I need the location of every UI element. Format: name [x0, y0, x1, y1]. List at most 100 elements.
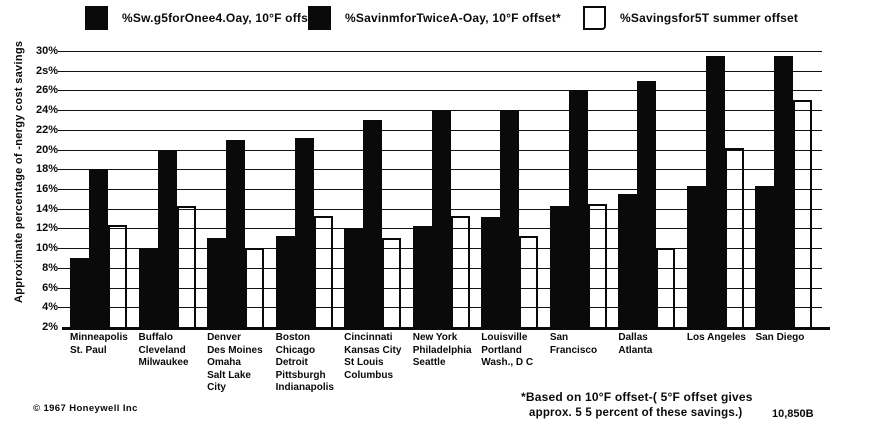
bar-series2-dallas [637, 80, 657, 327]
category-label-boston: Boston Chicago Detroit Pittsburgh Indianapol… [276, 332, 334, 395]
y-tick-label-26: 26% [35, 84, 58, 97]
bar-series1-louisville [481, 216, 501, 327]
bar-series3-buffalo [176, 205, 196, 327]
category-label-line: St Louis [344, 357, 384, 368]
category-label-line: Louisville [481, 332, 528, 343]
y-tick-label-2: 2% [42, 321, 58, 333]
bar-series1-denver [207, 238, 227, 327]
bar-series1-new-york [412, 226, 432, 327]
category-label-san: San Francisco [550, 332, 597, 357]
bar-series2-san [568, 90, 588, 327]
bar-series1-cincinnati [344, 228, 364, 327]
bar-series2-los-angeles [705, 55, 725, 327]
gridline-26pct [58, 90, 822, 92]
category-label-los-angeles: Los Angeles” [686, 324, 746, 345]
category-label-line: St. Paul [70, 344, 107, 356]
bar-series3-new-york [450, 215, 470, 327]
category-label-line: Dallas [618, 332, 648, 343]
category-label-line: Milwaukee [138, 357, 189, 368]
bar-series1-dallas [618, 193, 638, 327]
category-label-line: Atlanta [618, 344, 653, 356]
bar-series3-san [587, 203, 607, 327]
bar-series2-denver [226, 139, 246, 327]
bar-series3-cincinnati [382, 238, 402, 327]
bar-series3-dallas [656, 248, 676, 327]
category-label-line: Salt Lake [207, 369, 251, 381]
category-label-line: Francisco [549, 344, 598, 356]
y-axis-tick-labels: 30% 2s% 26% 24% 22% 20% 18% 16% 14% 12% 10% 8% 6% 4% 2… [0, 0, 64, 433]
bar-series3-boston [313, 215, 333, 327]
ditto-mark: ” [712, 324, 719, 336]
category-label-line: Seattle [412, 357, 446, 368]
category-label-line: Cleveland [138, 344, 186, 356]
bar-series3-denver [245, 248, 265, 327]
bar-series2-boston [294, 137, 314, 327]
y-tick-label-30: 30% [35, 45, 58, 57]
category-label-dallas: Dallas Atlanta [618, 332, 652, 357]
y-tick-label-18: 18% [35, 163, 58, 176]
footnote: *Based on 10°F offset-( 5°F offset gives… [521, 390, 753, 419]
legend: %Sw.g5forOnee4.Oay, 10°F offset %Savinmf… [0, 4, 877, 34]
y-tick-label-10: 10% [35, 242, 58, 255]
category-label-line: Cincinnati [344, 332, 393, 343]
legend-item-twice-a-day: %SavinmforTwiceA-Oay, 10°F offset* [308, 6, 561, 30]
x-axis-line [62, 327, 830, 330]
y-tick-label-20: 20% [35, 143, 58, 156]
y-tick-label-8: 8% [42, 261, 58, 274]
bar-series2-cincinnati [363, 120, 383, 327]
gridline-28pct [58, 70, 822, 72]
black-square-swatch [308, 6, 331, 30]
bar-series1-san [549, 205, 569, 327]
bar-series2-buffalo [157, 149, 177, 327]
bar-series2-minneapolis [89, 169, 108, 327]
category-label-minneapolis: Minneapolis St. Paul [70, 332, 128, 357]
category-label-line: Chicago [275, 344, 316, 356]
category-label-line: San Diego [755, 332, 805, 343]
bar-series3-minneapolis [108, 225, 127, 327]
category-label-buffalo: Buffalo Cleveland Milwaukee [139, 332, 189, 370]
legend-item-summer: %Savingsfor5T summer offset [583, 6, 798, 30]
y-tick-label-14: 14% [35, 202, 58, 215]
y-tick-label-16: 16% [35, 183, 58, 195]
bar-series3-san-diego [793, 100, 813, 327]
footnote-line-2: approx. 5 5 percent of these savings.) [529, 407, 743, 419]
category-label-line: Philadelphia [412, 344, 472, 356]
y-tick-label-12: 12% [35, 222, 58, 235]
legend-label-summer: %Savingsfor5T summer offset [620, 11, 799, 25]
category-label-new-york: New York Philadelphia Seattle [413, 332, 472, 370]
category-label-line: Detroit [275, 357, 308, 368]
copyright-notice: © 1967 Honeywell Inc [33, 403, 138, 414]
legend-label-once-a-day: %Sw.g5forOnee4.Oay, 10°F offset [122, 11, 320, 25]
legend-label-twice-a-day: %SavinmforTwiceA-Oay, 10°F offset* [345, 11, 561, 25]
category-label-line: Buffalo [138, 332, 173, 343]
bar-series3-los-angeles [724, 147, 744, 327]
category-label-line: City [207, 382, 226, 393]
category-label-line: San [549, 332, 569, 343]
bar-series1-buffalo [138, 248, 158, 327]
y-tick-label-24: 24% [35, 104, 58, 117]
y-tick-label-28: 2s% [35, 64, 58, 77]
document-code: 10,850B [772, 408, 814, 420]
category-label-line: Columbus [344, 369, 394, 381]
bar-series2-new-york [431, 110, 451, 327]
gridline-30pct [58, 51, 822, 52]
category-label-line: Boston [275, 332, 311, 343]
category-label-cincinnati: Cincinnati Kansas City St Louis Columbus [344, 332, 401, 382]
category-label-line: Kansas City [344, 344, 402, 356]
category-label-louisville: Louisville Portland Wash., D C [481, 332, 533, 370]
category-label-line: Denver [207, 332, 241, 343]
white-square-swatch [583, 6, 606, 30]
plot-area [58, 51, 830, 330]
y-tick-label-4: 4% [42, 301, 58, 314]
bar-series1-los-angeles [686, 186, 706, 327]
category-label-line: New York [412, 332, 458, 343]
category-label-san-diego: San Diego [755, 332, 804, 345]
y-tick-label-6: 6% [42, 281, 58, 294]
bar-series2-san-diego [774, 55, 794, 327]
footnote-line-1: *Based on 10°F offset-( 5°F offset gives [521, 390, 753, 404]
category-label-line: Des Moines [207, 344, 263, 356]
bar-series1-san-diego [755, 186, 775, 327]
category-label-line: Los Angeles [686, 332, 746, 343]
bar-series2-louisville [500, 110, 520, 327]
